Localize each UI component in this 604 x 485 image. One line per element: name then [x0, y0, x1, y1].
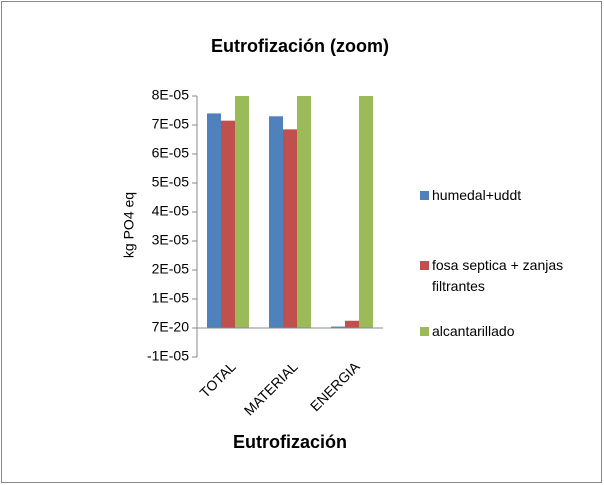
bar	[269, 116, 283, 328]
y-tick-label: -1E-05	[147, 348, 189, 364]
y-tick-label: 5E-05	[152, 174, 190, 190]
y-tick-label: 7E-05	[152, 116, 190, 132]
legend-item: alcantarillado	[420, 321, 597, 342]
chart-title: Eutrofización (zoom)	[211, 36, 389, 56]
bar	[283, 129, 297, 328]
legend-swatch	[420, 191, 429, 200]
bar	[345, 320, 359, 328]
y-tick-label: 4E-05	[152, 203, 190, 219]
bar	[207, 113, 221, 329]
x-axis-title: Eutrofización	[233, 432, 347, 452]
bar	[331, 326, 345, 328]
legend-item: humedal+uddt	[420, 185, 597, 206]
bar	[359, 96, 373, 328]
y-axis-title: kg PO4 eq	[121, 192, 137, 258]
y-tick-label: 3E-05	[152, 232, 190, 248]
y-tick-label: 8E-05	[152, 87, 190, 103]
legend-item: fosa septica + zanjas filtrantes	[420, 255, 597, 297]
y-tick-label: 2E-05	[152, 261, 190, 277]
y-tick-label: 6E-05	[152, 145, 190, 161]
y-tick-label: 7E-20	[152, 319, 190, 335]
legend-label: alcantarillado	[432, 323, 515, 339]
bar	[221, 120, 235, 329]
legend-swatch	[420, 327, 429, 336]
bar	[235, 96, 249, 328]
legend-swatch	[420, 261, 429, 270]
y-tick-label: 1E-05	[152, 290, 190, 306]
legend-label: humedal+uddt	[432, 187, 522, 203]
legend-label: fosa septica + zanjas filtrantes	[432, 257, 564, 294]
bar	[297, 96, 311, 328]
